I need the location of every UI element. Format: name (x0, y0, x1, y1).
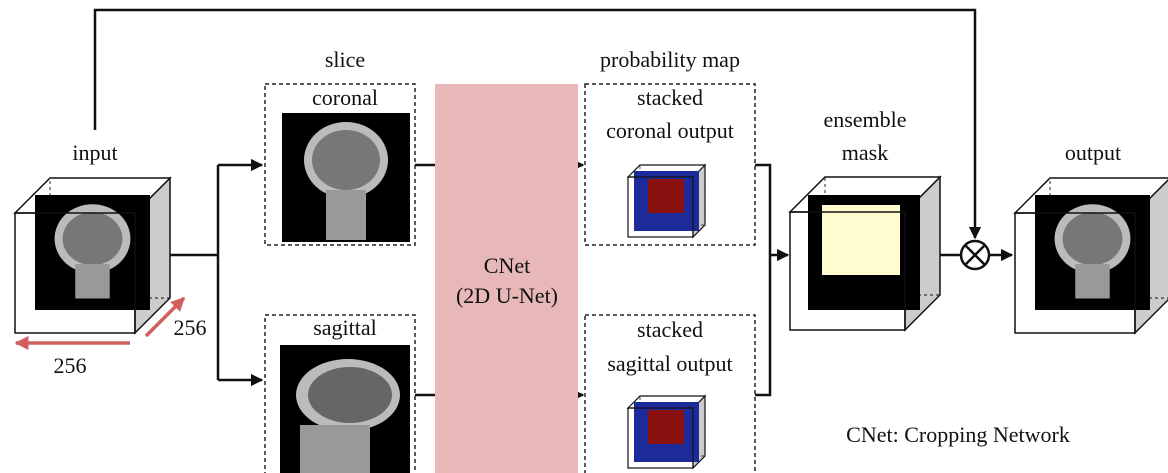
label: input (72, 140, 117, 165)
label: mask (842, 140, 888, 165)
label: sagittal (313, 315, 377, 340)
connector (755, 163, 772, 397)
dimension-arrow (144, 296, 186, 338)
label: output (1065, 140, 1121, 165)
cnet-block (435, 84, 578, 473)
dimension-label: 256 (54, 353, 87, 378)
brain (75, 264, 110, 299)
connector (170, 165, 220, 380)
volume (626, 394, 707, 470)
cube-front (627, 407, 694, 469)
multiply-node (959, 239, 991, 271)
prob-box (584, 314, 756, 473)
coronal-slice-image (282, 113, 410, 242)
brain (1062, 212, 1123, 266)
volumes (13, 163, 1168, 470)
label: sagittal output (607, 351, 732, 376)
label: ensemble (823, 107, 906, 132)
prob-box (584, 83, 756, 246)
mask (822, 205, 900, 275)
cube-front (627, 176, 694, 238)
cube-front (14, 212, 136, 334)
label: CNet (484, 253, 530, 278)
skip-connection (93, 8, 982, 240)
prob-region (648, 410, 684, 444)
slice-box (264, 314, 416, 473)
label: coronal (312, 85, 378, 110)
cube-front (1014, 212, 1136, 334)
label: stacked (637, 85, 703, 110)
label: stacked (637, 317, 703, 342)
cube-front (789, 211, 906, 331)
label: probability map (600, 47, 740, 72)
label: slice (325, 47, 365, 72)
brain (1075, 264, 1110, 299)
volume (13, 176, 172, 335)
connector (415, 163, 435, 397)
volume (788, 175, 942, 332)
volume (626, 163, 707, 239)
label: (2D U-Net) (456, 283, 558, 308)
volume (1013, 177, 1168, 335)
sagittal-slice-image (280, 345, 410, 473)
dimension-label: 256 (174, 315, 207, 340)
brain (62, 212, 123, 266)
prob-region (648, 179, 684, 213)
legend: CNet: Cropping Network (846, 422, 1070, 447)
label: coronal output (606, 118, 734, 143)
slice-box (264, 83, 416, 246)
